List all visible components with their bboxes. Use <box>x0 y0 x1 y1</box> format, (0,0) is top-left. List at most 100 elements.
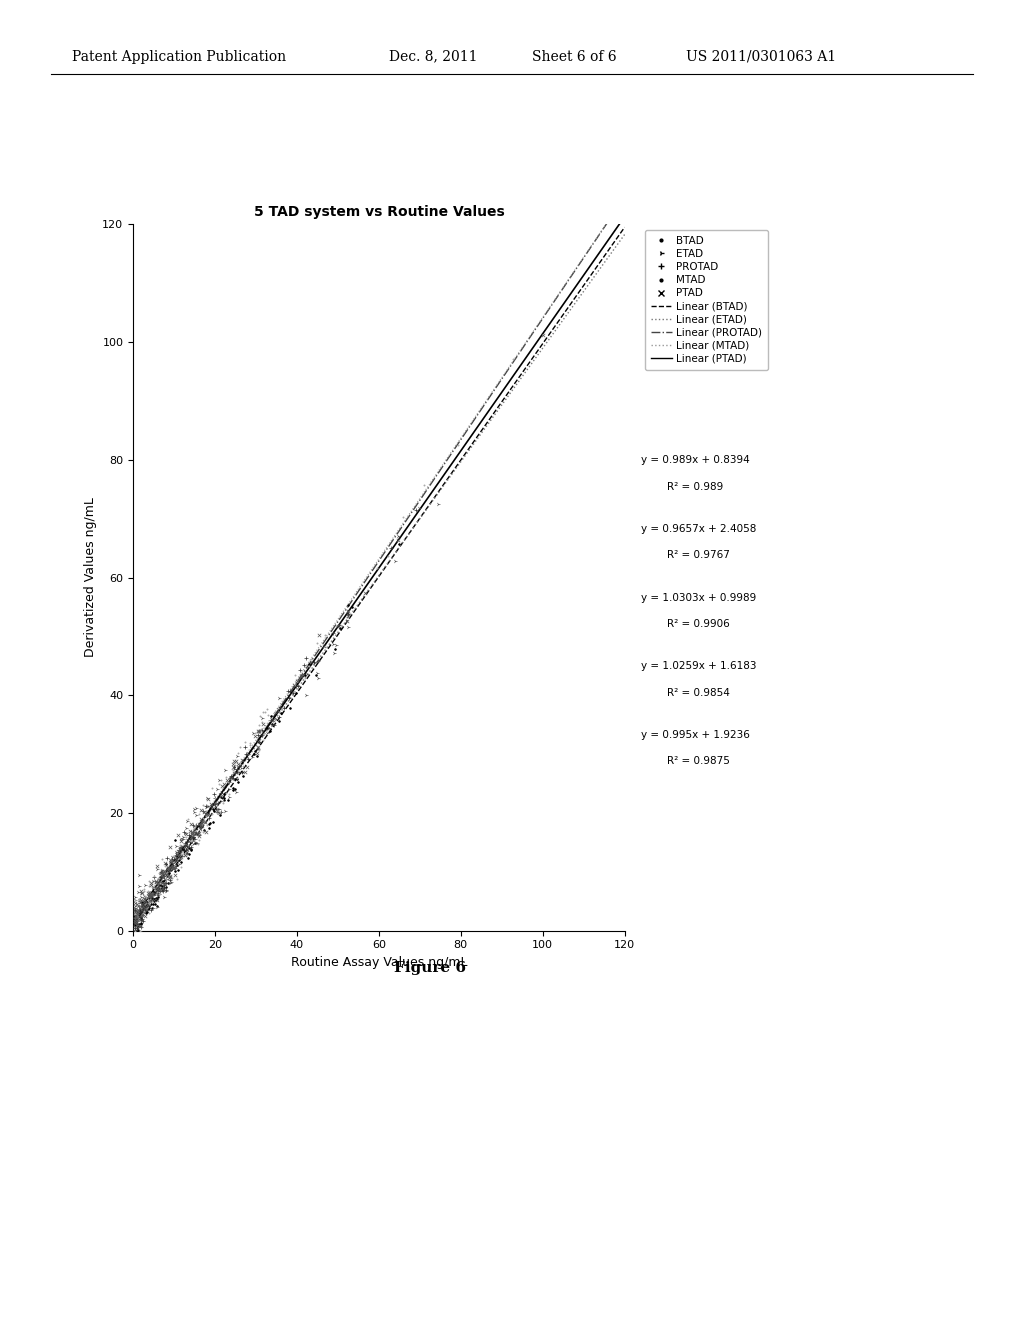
Point <box>162 870 178 891</box>
Point <box>213 783 229 804</box>
Point <box>127 906 143 927</box>
Point <box>170 841 186 862</box>
Point <box>207 787 223 808</box>
Point <box>249 721 265 742</box>
Point <box>155 866 171 887</box>
Point <box>225 777 242 799</box>
Point <box>136 892 153 913</box>
Point <box>130 903 146 924</box>
Point <box>229 772 246 793</box>
Point <box>205 799 221 820</box>
Point <box>229 743 246 764</box>
Point <box>228 758 245 779</box>
Point <box>130 895 146 916</box>
Point <box>127 890 143 911</box>
Point <box>223 768 240 789</box>
Point <box>127 911 143 932</box>
Point <box>169 854 185 875</box>
Point <box>271 697 288 718</box>
Point <box>160 858 176 879</box>
Point <box>128 913 144 935</box>
Point <box>178 826 195 847</box>
Point <box>137 900 154 921</box>
Point <box>127 908 143 929</box>
Text: R² = 0.9875: R² = 0.9875 <box>667 756 729 767</box>
Point <box>170 840 186 861</box>
Point <box>450 434 466 455</box>
Point <box>196 821 212 842</box>
Point <box>132 916 148 937</box>
Point <box>251 714 267 735</box>
Point <box>245 722 261 743</box>
Point <box>207 793 223 814</box>
Point <box>142 873 159 894</box>
Point <box>224 767 241 788</box>
Point <box>127 890 143 911</box>
Point <box>129 894 145 915</box>
Point <box>132 900 148 921</box>
Point <box>141 880 158 902</box>
Point <box>306 653 323 675</box>
Point <box>167 865 183 886</box>
Point <box>132 895 148 916</box>
Point <box>181 820 198 841</box>
Point <box>132 920 148 941</box>
Point <box>140 870 157 891</box>
Point <box>307 664 324 685</box>
Point <box>140 886 157 907</box>
Point <box>226 779 243 800</box>
Point <box>136 892 153 913</box>
Point <box>161 867 177 888</box>
Point <box>148 878 165 899</box>
Point <box>258 698 274 719</box>
Point <box>168 843 184 865</box>
Point <box>146 888 163 909</box>
Point <box>141 890 158 911</box>
Point <box>186 829 203 850</box>
Point <box>339 607 355 628</box>
Point <box>252 705 268 726</box>
Point <box>137 888 154 909</box>
Point <box>131 908 147 929</box>
Point <box>127 911 143 932</box>
Point <box>185 828 202 849</box>
Point <box>129 917 145 939</box>
Point <box>177 845 194 866</box>
Point <box>135 896 152 917</box>
Point <box>194 816 210 837</box>
Point <box>160 873 176 894</box>
Point <box>145 888 162 909</box>
Point <box>198 796 214 817</box>
Point <box>183 830 200 851</box>
Point <box>216 789 232 810</box>
Point <box>280 681 296 702</box>
Point <box>140 890 157 911</box>
Point <box>170 846 186 867</box>
Point <box>201 804 217 825</box>
Point <box>143 890 160 911</box>
Point <box>137 888 154 909</box>
Point <box>144 882 161 903</box>
Point <box>162 866 178 887</box>
Point <box>224 779 241 800</box>
Point <box>162 837 178 858</box>
Point <box>136 888 153 909</box>
Point <box>180 834 197 855</box>
Point <box>130 882 146 903</box>
Point <box>143 898 160 919</box>
Point <box>165 858 181 879</box>
Point <box>135 903 152 924</box>
Point <box>169 847 185 869</box>
Point <box>129 903 145 924</box>
Point <box>357 582 374 603</box>
Point <box>154 849 170 870</box>
Point <box>411 498 427 519</box>
Point <box>210 770 226 791</box>
Point <box>129 908 145 929</box>
Point <box>285 682 301 704</box>
Point <box>222 766 239 787</box>
Point <box>138 891 155 912</box>
Point <box>155 863 171 884</box>
Point <box>187 814 204 836</box>
Point <box>128 911 144 932</box>
